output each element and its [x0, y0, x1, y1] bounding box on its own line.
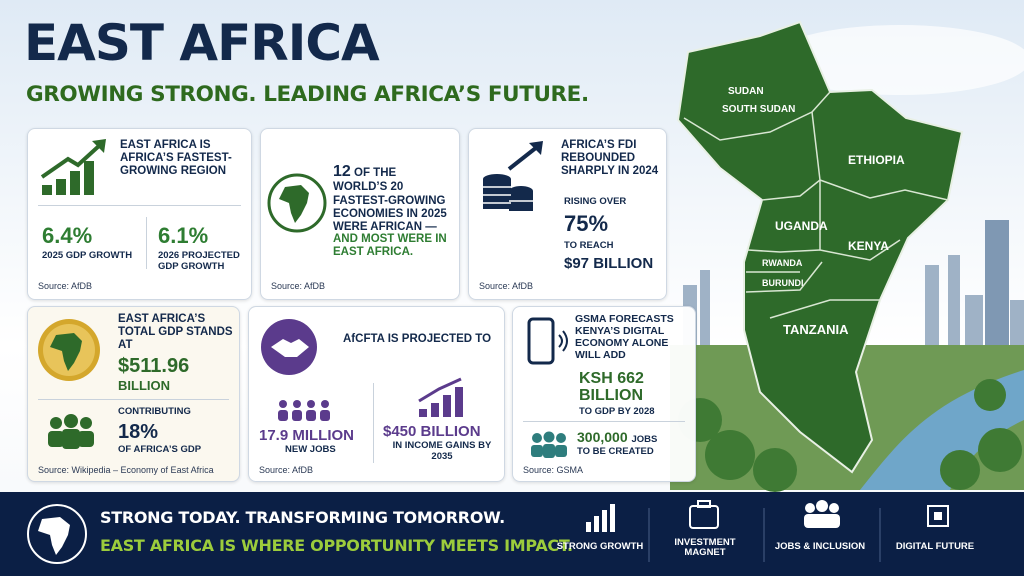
- stat-label: IN INCOME GAINS BY 2035: [392, 440, 492, 462]
- stat-value: 17.9 MILLION: [259, 427, 355, 444]
- map-label: TANZANIA: [783, 322, 849, 337]
- highlight-number: 12: [333, 163, 351, 180]
- pillar-label: STRONG GROWTH: [556, 541, 644, 552]
- stat-lead: CONTRIBUTING: [118, 406, 191, 417]
- map-label: RWANDA: [762, 258, 803, 268]
- stat-value: KSH 662 BILLION: [579, 370, 644, 404]
- stat-label: NEW JOBS: [285, 444, 336, 455]
- map-label: UGANDA: [775, 219, 828, 233]
- people-icon: [531, 431, 567, 458]
- card: AfCFTA IS PROJECTED TO 17.9 MILLION NEW …: [248, 306, 505, 482]
- source: Source: AfDB: [271, 281, 326, 291]
- globe-icon: [267, 173, 327, 233]
- stat-label: OF AFRICA’S GDP: [118, 444, 202, 455]
- source: Source: Wikipedia – Economy of East Afri…: [38, 465, 214, 475]
- stat-value: $450 BILLION: [383, 423, 481, 440]
- stat-amount: $97 BILLION: [564, 255, 654, 272]
- stat-label: 2025 GDP GROWTH: [42, 250, 133, 261]
- map-label: BURUNDI: [762, 278, 804, 288]
- stat-value: 6.4%: [42, 223, 93, 248]
- card: GSMA FORECASTS KENYA’S DIGITAL ECONOMY A…: [512, 306, 696, 482]
- card-body: OF THE WORLD’S 20 FASTEST-GROWING ECONOM…: [333, 167, 447, 234]
- stat-value: $511.96: [118, 355, 190, 377]
- footer-line: EAST AFRICA IS WHERE OPPORTUNITY MEETS I…: [100, 536, 573, 555]
- card: EAST AFRICA’S TOTAL GDP STANDS AT $511.9…: [27, 306, 240, 482]
- subtitle: GROWING STRONG. LEADING AFRICA’S FUTURE.: [26, 82, 589, 107]
- card-heading: EAST AFRICA’S TOTAL GDP STANDS AT: [118, 313, 233, 352]
- card-heading: EAST AFRICA IS AFRICA’S FASTEST-GROWING …: [120, 139, 232, 178]
- map-label: SOUTH SUDAN: [722, 104, 795, 115]
- stat-label: 2026 PROJECTED GDP GROWTH: [158, 250, 240, 272]
- handshake-icon: [261, 319, 317, 375]
- card-heading: AFRICA’S FDI REBOUNDED SHARPLY IN 2024: [561, 139, 659, 178]
- africa-icon: [27, 504, 87, 564]
- growth-icon: [418, 377, 463, 417]
- map-label: SUDAN: [728, 86, 764, 97]
- phone-icon: [527, 317, 568, 365]
- pillar-icons: [586, 500, 949, 562]
- pillar-label: DIGITAL FUTURE: [895, 541, 975, 552]
- people-icon: [278, 400, 330, 421]
- jobs-value: 300,000: [577, 429, 628, 445]
- africa-badge: [38, 319, 100, 381]
- coins-icon: [483, 141, 543, 211]
- jobs-unit: JOBS: [631, 434, 658, 445]
- footer-line: STRONG TODAY. TRANSFORMING TOMORROW.: [100, 508, 505, 527]
- source: Source: AfDB: [479, 281, 534, 291]
- map-label: KENYA: [848, 239, 889, 253]
- source: Source: AfDB: [259, 465, 314, 475]
- title: EAST AFRICA: [24, 14, 380, 72]
- source: Source: GSMA: [523, 465, 584, 475]
- stat-value: 75%: [564, 211, 609, 236]
- stat-lead: RISING OVER: [564, 196, 627, 207]
- stat-mid: TO REACH: [564, 240, 614, 251]
- stat-label: TO GDP BY 2028: [579, 406, 655, 417]
- map-label: ETHIOPIA: [848, 153, 905, 167]
- growth-icon: [40, 139, 106, 195]
- card: 12 OF THE WORLD’S 20 FASTEST-GROWING ECO…: [260, 128, 460, 300]
- card-heading: AfCFTA IS PROJECTED TO: [343, 333, 492, 345]
- footer: STRONG TODAY. TRANSFORMING TOMORROW. EAS…: [0, 492, 1024, 576]
- pillar-label: JOBS & INCLUSION: [774, 541, 866, 552]
- source: Source: AfDB: [38, 281, 93, 291]
- stat-label: TO BE CREATED: [577, 446, 654, 457]
- card-highlight: AND MOST WERE IN EAST AFRICA.: [333, 233, 447, 259]
- stat-value: 6.1%: [158, 223, 209, 248]
- card: AFRICA’S FDI REBOUNDED SHARPLY IN 2024 R…: [468, 128, 667, 300]
- stat-value: 300,000 JOBS: [577, 429, 657, 446]
- stat-share: 18%: [118, 421, 159, 443]
- card: EAST AFRICA IS AFRICA’S FASTEST-GROWING …: [27, 128, 252, 300]
- pillar-label: INVESTMENT MAGNET: [674, 537, 736, 559]
- stat-unit: BILLION: [118, 378, 170, 393]
- card-text: 12 OF THE WORLD’S 20 FASTEST-GROWING ECO…: [333, 163, 453, 234]
- card-heading: GSMA FORECASTS KENYA’S DIGITAL ECONOMY A…: [575, 313, 674, 362]
- people-icon: [48, 414, 94, 449]
